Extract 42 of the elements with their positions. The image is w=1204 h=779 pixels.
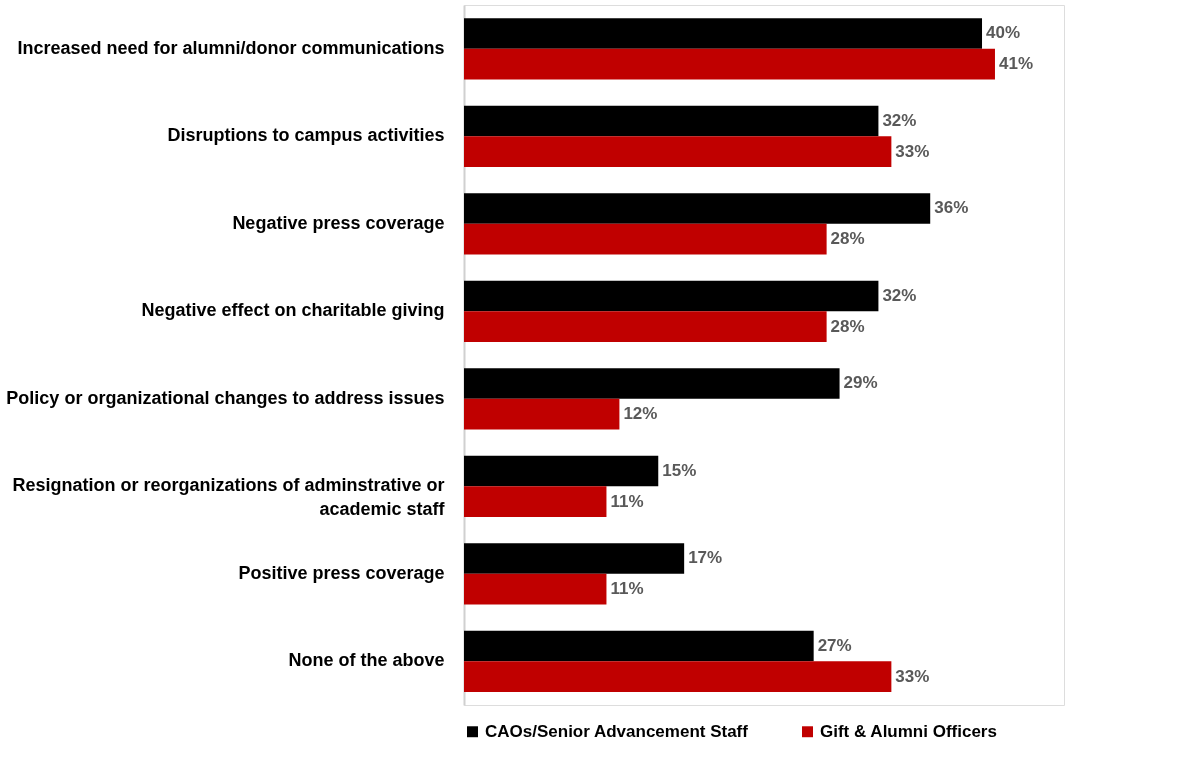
data-label: 11%: [610, 579, 644, 599]
data-label: 33%: [895, 666, 930, 686]
bar: [464, 368, 840, 399]
bar: [464, 18, 983, 49]
data-label: 32%: [882, 285, 917, 305]
y-tick-label: Negative press coverage: [232, 212, 445, 233]
bar: [464, 105, 879, 137]
bar: [464, 136, 892, 167]
y-tick-label: Policy or organizational changes to address issues: [6, 387, 445, 408]
bar: [464, 486, 607, 517]
bar: [464, 223, 827, 255]
data-label: 29%: [843, 373, 878, 393]
data-label: 12%: [623, 404, 658, 424]
bar: [464, 661, 892, 692]
bar: [464, 311, 827, 342]
data-label: 15%: [662, 460, 697, 480]
bar: [464, 573, 607, 605]
data-label: 32%: [882, 110, 917, 130]
y-tick-label: Negative effect on charitable giving: [141, 300, 445, 321]
data-label: 33%: [895, 141, 930, 161]
bar: [464, 543, 685, 574]
bar: [464, 398, 620, 430]
y-tick-label: Increased need for alumni/donor communications: [17, 37, 445, 58]
legend-label: Gift & Alumni Officers: [820, 721, 997, 741]
bar: [464, 455, 659, 487]
data-label: 28%: [830, 316, 865, 336]
y-tick-label: Disruptions to campus activities: [167, 125, 445, 146]
data-label: 28%: [830, 229, 865, 249]
data-label: 11%: [610, 491, 644, 511]
legend-label: CAOs/Senior Advancement Staff: [485, 721, 749, 741]
data-label: 17%: [688, 548, 723, 568]
y-tick-label: None of the above: [288, 650, 445, 671]
data-label: 41%: [998, 54, 1033, 74]
bar: [464, 48, 995, 80]
data-label: 27%: [817, 635, 852, 655]
data-label: 36%: [934, 198, 969, 218]
y-tick-label: Resignation or reorganizations of adminstrative or academic staff: [12, 475, 446, 520]
data-label: 40%: [986, 23, 1021, 43]
bar: [464, 280, 879, 312]
y-tick-label: Positive press coverage: [238, 562, 445, 583]
bar: [464, 630, 814, 662]
bar: [464, 193, 931, 224]
